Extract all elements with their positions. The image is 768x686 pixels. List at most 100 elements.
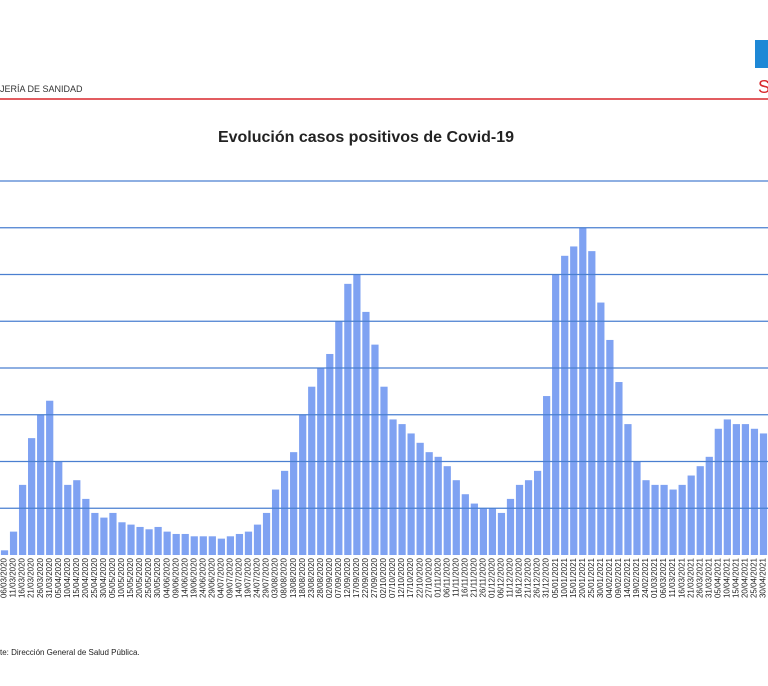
x-tick-label: 10/04/2021: [722, 557, 731, 598]
x-tick-label: 16/03/2020: [18, 557, 27, 598]
bar: [91, 512, 99, 555]
bar: [9, 531, 18, 555]
x-tick-label: 25/01/2021: [587, 557, 596, 598]
x-tick-label: 25/04/2020: [90, 557, 99, 598]
bar: [651, 484, 659, 555]
bar: [660, 484, 668, 555]
bar: [579, 227, 587, 555]
bar: [380, 386, 388, 555]
x-tick-label: 22/10/2020: [415, 557, 424, 598]
bar: [362, 311, 370, 555]
bar: [118, 522, 126, 555]
bar: [515, 484, 524, 555]
bar: [398, 424, 406, 555]
bar: [163, 531, 171, 555]
x-tick-label: 06/03/2021: [659, 557, 668, 598]
bar: [570, 246, 578, 555]
x-tick-label: 06/03/2020: [0, 557, 9, 598]
bar: [181, 533, 189, 555]
bar: [687, 475, 695, 555]
x-tick-label: 16/11/2020: [460, 557, 469, 597]
bar: [741, 424, 750, 555]
bar: [172, 533, 180, 555]
bar: [199, 536, 207, 555]
bar: [145, 529, 153, 555]
x-tick-label: 20/04/2021: [741, 557, 750, 598]
bar: [669, 489, 677, 555]
x-tick-label: 20/04/2020: [81, 557, 90, 598]
x-tick-label: 29/06/2020: [207, 557, 216, 598]
bar: [723, 419, 731, 555]
bar: [425, 452, 433, 555]
bar: [235, 533, 244, 555]
bar: [561, 255, 569, 556]
x-tick-label: 19/02/2021: [632, 557, 641, 598]
x-tick-label: 09/02/2021: [614, 557, 623, 598]
x-tick-label: 30/04/2021: [759, 557, 768, 598]
bar: [479, 508, 488, 555]
bar: [154, 526, 162, 555]
logo-mark: [755, 40, 768, 68]
bar: [488, 508, 497, 555]
x-tick-label: 24/07/2020: [253, 557, 262, 598]
x-tick-label: 14/07/2020: [235, 557, 244, 598]
x-tick-label: 10/01/2021: [560, 557, 569, 598]
x-tick-label: 09/06/2020: [171, 557, 180, 598]
bar: [109, 512, 117, 555]
x-tick-label: 24/02/2021: [641, 557, 650, 598]
x-tick-label: 12/09/2020: [343, 557, 352, 598]
bar: [0, 550, 9, 555]
bar: [335, 321, 343, 555]
x-tick-label: 01/03/2021: [650, 557, 659, 598]
bar: [262, 512, 271, 555]
x-tick-label: 04/07/2020: [216, 557, 225, 598]
bar: [299, 414, 307, 555]
bar: [226, 536, 235, 555]
bar: [642, 480, 650, 555]
bar: [37, 414, 45, 555]
x-tick-label: 22/09/2020: [361, 557, 370, 598]
bar: [190, 536, 198, 555]
x-tick-label: 20/05/2020: [135, 557, 144, 598]
bar: [244, 531, 253, 555]
x-tick-label: 05/05/2020: [108, 557, 117, 598]
bar: [606, 339, 614, 555]
x-tick-label: 02/10/2020: [379, 557, 388, 598]
chart-title: Evolución casos positivos de Covid-19: [218, 129, 514, 146]
bar: [217, 538, 225, 555]
department: JERÍA DE SANIDAD: [0, 84, 83, 94]
bar: [308, 386, 316, 555]
x-tick-label: 04/06/2020: [162, 557, 171, 598]
x-tick-label: 14/06/2020: [180, 557, 189, 598]
bar: [714, 428, 722, 555]
x-tick-label: 20/01/2021: [578, 557, 587, 598]
bar: [624, 424, 632, 555]
bar: [506, 498, 515, 555]
x-tick-label: 26/03/2021: [695, 557, 704, 598]
x-tick-label: 02/09/2020: [325, 557, 334, 598]
x-tick-label: 27/09/2020: [370, 557, 379, 598]
bar: [326, 353, 334, 555]
bar: [127, 524, 135, 555]
bar: [100, 517, 108, 555]
logo-letter: S: [758, 77, 768, 97]
x-tick-label: 03/08/2020: [271, 557, 280, 598]
bar: [597, 302, 605, 555]
x-tick-label: 29/07/2020: [262, 557, 271, 598]
x-tick-label: 21/12/2020: [524, 557, 533, 598]
bar: [344, 283, 352, 555]
x-tick-label: 27/10/2020: [424, 557, 433, 598]
x-tick-label: 08/08/2020: [280, 557, 289, 598]
bar: [470, 503, 478, 555]
x-tick-label: 25/04/2021: [750, 557, 759, 598]
x-tick-label: 18/08/2020: [298, 557, 307, 598]
x-tick-label: 07/10/2020: [388, 557, 397, 598]
x-tick-label: 05/01/2021: [551, 557, 560, 598]
bar: [290, 452, 298, 555]
x-tick-label: 15/04/2020: [72, 557, 81, 598]
x-tick-label: 30/05/2020: [153, 557, 162, 598]
x-tick-label: 13/08/2020: [289, 557, 298, 598]
x-tick-label: 21/03/2021: [686, 557, 695, 598]
bar: [750, 428, 759, 555]
